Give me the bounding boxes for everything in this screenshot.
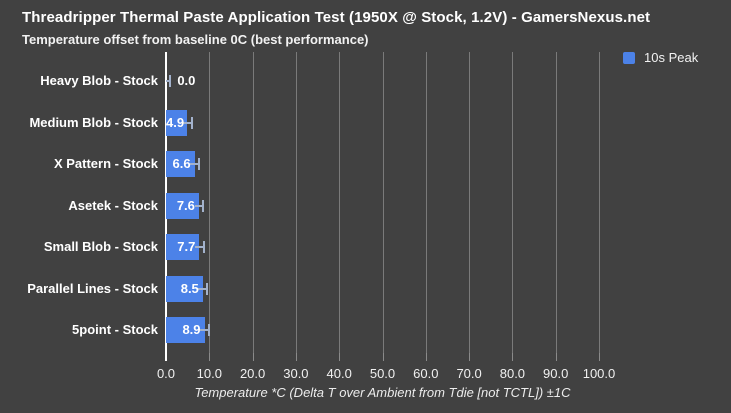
x-tick-mark <box>165 353 167 361</box>
x-axis: 0.0 10.0 20.0 30.0 40.0 50.0 60.0 70.0 80.0 90.0 1… <box>157 353 615 383</box>
category-label: Medium Blob - Stock <box>29 114 158 130</box>
error-bar-cap <box>207 324 210 336</box>
error-bar-cap <box>202 241 205 253</box>
legend-label: 10s Peak <box>644 50 699 65</box>
error-bar-cap <box>169 75 172 87</box>
x-tick-mark <box>209 353 211 361</box>
category-label: Heavy Blob - Stock <box>40 73 158 88</box>
x-tick-mark <box>339 353 341 361</box>
bar <box>166 109 188 136</box>
error-bar-cap <box>202 199 205 212</box>
gridline <box>252 52 254 353</box>
error-bar <box>182 121 192 124</box>
category-label: X Pattern - Stock <box>53 156 158 171</box>
category-label: 5point - Stock <box>72 322 158 337</box>
category-label: Parallel Lines - Stock <box>27 280 158 296</box>
x-tick-mark <box>295 353 297 361</box>
value-label: 7.6 <box>176 197 195 213</box>
gridline <box>555 52 557 353</box>
plot-area: 0.0 4.9 6.6 7.6 7.7 8.5 8.9 <box>165 52 600 353</box>
bar <box>166 317 205 343</box>
gridline <box>469 52 471 353</box>
legend: 10s Peak <box>623 50 698 65</box>
error-bar <box>195 246 204 248</box>
gridline <box>599 52 600 353</box>
x-tick-label: 30.0 <box>283 366 309 381</box>
x-tick-label: 70.0 <box>456 366 482 381</box>
chart-subtitle: Temperature offset from baseline 0C (bes… <box>22 32 369 47</box>
x-tick-mark <box>252 353 254 361</box>
bar <box>166 275 203 302</box>
x-tick-label: 100.0 <box>582 366 616 381</box>
error-bar <box>198 287 208 290</box>
bar <box>166 234 200 260</box>
value-label: 6.6 <box>172 156 191 171</box>
category-label: Small Blob - Stock <box>43 239 158 254</box>
category-axis: Heavy Blob - Stock Medium Blob - Stock X P… <box>0 52 158 353</box>
category-label: Asetek - Stock <box>68 197 158 213</box>
bar <box>166 151 195 177</box>
error-bar-cap <box>197 158 200 170</box>
x-tick-label: 20.0 <box>239 366 266 381</box>
x-tick-mark <box>425 353 427 361</box>
x-tick-label: 90.0 <box>543 366 569 381</box>
x-axis-label: Temperature *C (Delta T over Ambient fro… <box>194 385 571 400</box>
error-bar <box>200 329 209 331</box>
x-tick-label: 10.0 <box>196 366 222 381</box>
bar <box>166 192 199 219</box>
value-label: 7.7 <box>177 239 196 254</box>
value-label: 8.9 <box>182 322 201 337</box>
x-tick-mark <box>555 353 557 361</box>
legend-swatch-10s-peak <box>623 51 635 64</box>
x-tick-label: 0.0 <box>156 366 176 381</box>
x-tick-label: 80.0 <box>499 366 526 381</box>
gridline <box>382 52 384 353</box>
error-bar <box>194 204 204 207</box>
value-label: 4.9 <box>166 114 185 130</box>
x-tick-mark <box>382 353 384 361</box>
error-bar <box>190 163 199 165</box>
error-bar-cap <box>190 116 193 129</box>
x-tick-label: 50.0 <box>369 366 396 381</box>
x-tick-mark <box>469 353 471 361</box>
error-bar <box>166 80 171 82</box>
gridline <box>295 52 297 353</box>
chart-title: Threadripper Thermal Paste Application T… <box>22 9 651 26</box>
error-bar-cap <box>206 282 209 295</box>
gridline <box>209 52 211 353</box>
gridline <box>425 52 427 353</box>
gridline <box>512 52 514 353</box>
x-tick-label: 40.0 <box>326 366 352 381</box>
x-tick-mark <box>512 353 514 361</box>
gridline <box>339 52 341 353</box>
value-label: 0.0 <box>177 73 196 88</box>
value-label: 8.5 <box>180 280 199 296</box>
x-tick-label: 60.0 <box>413 366 439 381</box>
x-tick-mark <box>599 353 600 361</box>
